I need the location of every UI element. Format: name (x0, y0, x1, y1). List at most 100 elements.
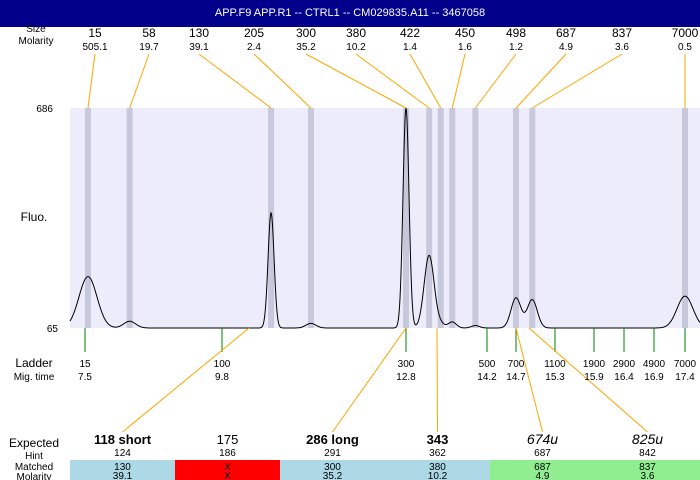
peak-connector (451, 53, 466, 109)
hint-value: 124 (114, 448, 131, 459)
top-peak-molarity: 1.4 (403, 42, 417, 53)
hint-value: 687 (534, 448, 551, 459)
ladder-mig-time: 16.9 (644, 372, 664, 383)
expected-connector (332, 327, 407, 433)
bottom-molarity-value: 39.1 (113, 471, 133, 480)
expected-row-label: Expected (9, 436, 59, 450)
ladder-mig-time: 14.2 (477, 372, 497, 383)
peak-band-4 (307, 108, 314, 328)
matched-value: 687 (534, 462, 551, 473)
top-peak-molarity: 19.7 (139, 42, 159, 53)
top-peak-molarity: 2.4 (247, 42, 261, 53)
bottom-molarity-value: 4.9 (536, 471, 550, 480)
expected-value: 175 (217, 432, 239, 447)
ladder-size: 700 (508, 359, 525, 370)
top-peak-size: 7000 (672, 26, 699, 40)
ladder-mig-time: 7.5 (78, 372, 92, 383)
hint-value: 362 (429, 448, 446, 459)
expected-connector (436, 327, 438, 433)
ladder-row-label: Ladder (15, 356, 52, 370)
peak-band-1 (84, 108, 91, 328)
ladder-mig-time: 12.8 (396, 372, 416, 383)
peak-band-12 (682, 108, 688, 328)
peak-connector (475, 53, 517, 109)
bottom-molarity-value: 35.2 (323, 471, 343, 480)
top-peak-molarity: 505.1 (82, 42, 107, 53)
peak-band-10 (513, 108, 519, 328)
ladder-mig-time: 15.9 (584, 372, 604, 383)
matched-cell-bg (595, 460, 700, 480)
peak-connector (198, 53, 272, 109)
peak-band-3 (268, 108, 275, 328)
expected-value: 286 long (306, 432, 359, 447)
matched-cell-bg (175, 460, 280, 480)
ladder-size: 4900 (643, 359, 666, 370)
ladder-mig-time: 9.8 (215, 372, 229, 383)
peak-band-11 (529, 108, 536, 328)
matched-cell-bg (70, 460, 175, 480)
ladder-mig-time: 15.3 (545, 372, 565, 383)
peak-connector (355, 53, 430, 109)
top-peak-size: 15 (88, 26, 102, 40)
top-peak-size: 300 (296, 26, 316, 40)
y-axis-label: Fluo. (21, 210, 48, 224)
ladder-size: 300 (398, 359, 415, 370)
title-bar: APP.F9 APP.R1 -- CTRL1 -- CM029835.A11 -… (0, 0, 700, 27)
top-peak-size: 687 (556, 26, 576, 40)
peak-band-8 (449, 108, 456, 328)
top-peak-molarity: 1.6 (458, 42, 472, 53)
top-peak-molarity: 0.5 (678, 42, 692, 53)
top-peak-molarity: 3.6 (615, 42, 629, 53)
top-peak-size: 837 (612, 26, 632, 40)
top-peak-molarity: 1.2 (509, 42, 523, 53)
hint-value: 186 (219, 448, 236, 459)
peak-connector (515, 53, 567, 109)
peak-connector (253, 53, 312, 109)
y-tick-label: 686 (36, 104, 53, 115)
matched-value: 837 (639, 462, 656, 473)
expected-value: 674u (527, 431, 558, 447)
fluorescence-trace (69, 107, 700, 329)
hint-row-label: Hint (25, 451, 43, 462)
matched-row-label: Matched (15, 462, 53, 473)
top-peak-size: 498 (506, 26, 526, 40)
ladder-size: 1900 (583, 359, 606, 370)
matched-value: X (224, 462, 231, 473)
top-peak-size: 130 (189, 26, 209, 40)
y-tick-label: 65 (47, 324, 59, 335)
molarity-bottom-row-label: Molarity (16, 472, 51, 480)
top-peak-molarity: 39.1 (189, 42, 209, 53)
ladder-size: 1100 (544, 359, 566, 370)
mig-time-row-label: Mig. time (14, 372, 55, 383)
size-row-label: Size (26, 24, 46, 35)
ladder-size: 100 (214, 359, 231, 370)
hint-value: 291 (324, 448, 341, 459)
peak-band-7 (437, 108, 444, 328)
plot-area (70, 108, 700, 328)
ladder-size: 500 (479, 359, 496, 370)
bottom-molarity-value: 10.2 (428, 471, 448, 480)
ladder-mig-time: 16.4 (614, 372, 634, 383)
expected-connector (122, 327, 250, 433)
ladder-mig-time: 17.4 (675, 372, 695, 383)
expected-connector (515, 327, 543, 433)
peak-band-2 (126, 108, 133, 328)
peak-connector (305, 53, 407, 109)
peak-connector (531, 53, 623, 109)
peak-band-6 (426, 108, 433, 328)
top-peak-size: 422 (400, 26, 420, 40)
expected-value: 118 short (94, 432, 152, 447)
matched-cell-bg (385, 460, 490, 480)
bottom-molarity-value: 3.6 (641, 471, 655, 480)
top-peak-molarity: 10.2 (346, 42, 366, 53)
expected-value: 343 (427, 432, 449, 447)
molarity-row-label: Molarity (18, 36, 53, 47)
top-peak-molarity: 35.2 (296, 42, 316, 53)
expected-value: 825u (632, 431, 663, 447)
matched-cell-bg (490, 460, 595, 480)
hint-value: 842 (639, 448, 656, 459)
expected-connector (528, 327, 648, 433)
ladder-size: 15 (79, 359, 91, 370)
bottom-molarity-value: X (224, 471, 231, 480)
